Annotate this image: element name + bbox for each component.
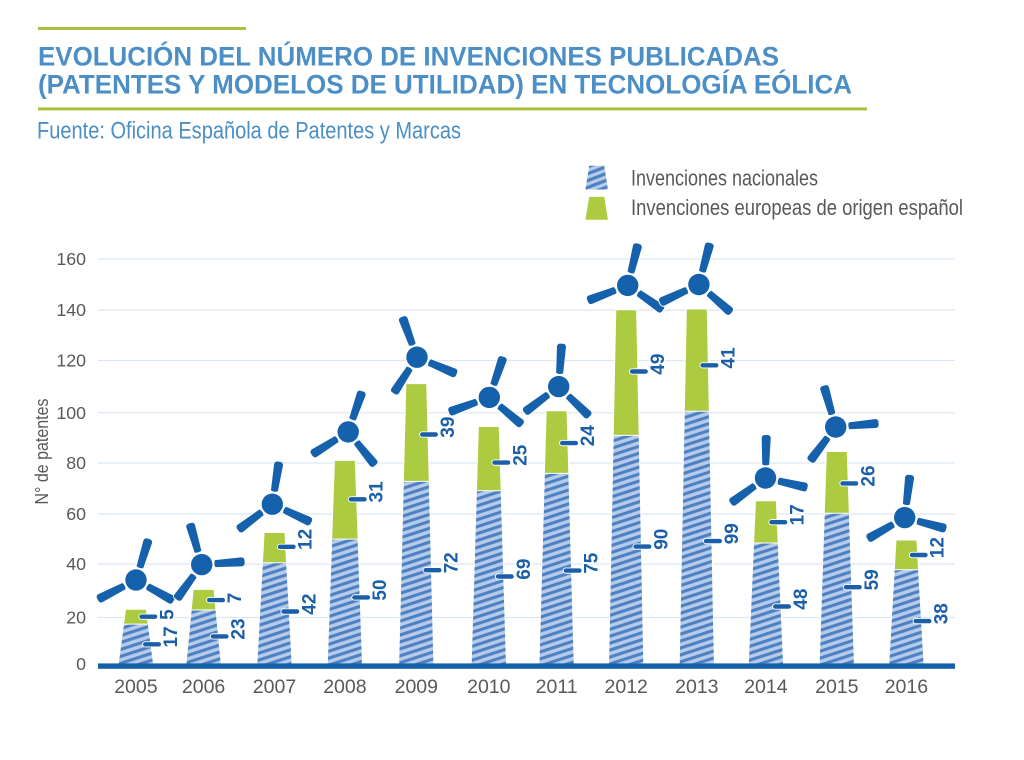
svg-text:20: 20 (66, 608, 86, 628)
svg-text:2015: 2015 (815, 676, 859, 698)
svg-text:99: 99 (722, 523, 743, 544)
svg-text:41: 41 (718, 347, 739, 369)
svg-text:2008: 2008 (323, 676, 366, 698)
svg-text:12: 12 (296, 529, 317, 550)
svg-text:EVOLUCIÓN DEL NÚMERO DE INVENC: EVOLUCIÓN DEL NÚMERO DE INVENCIONES PUBL… (38, 40, 779, 71)
svg-text:2007: 2007 (253, 676, 296, 698)
svg-text:160: 160 (56, 249, 86, 269)
svg-text:49: 49 (648, 354, 669, 375)
svg-text:2012: 2012 (605, 676, 648, 698)
svg-text:25: 25 (510, 444, 531, 466)
svg-text:42: 42 (299, 594, 320, 615)
svg-text:Fuente: Oficina Española de Pa: Fuente: Oficina Española de Patentes y M… (37, 117, 461, 144)
svg-text:2014: 2014 (744, 676, 788, 698)
svg-text:31: 31 (367, 481, 388, 503)
svg-text:Invenciones europeas de origen: Invenciones europeas de origen español (631, 195, 963, 220)
svg-text:140: 140 (56, 300, 86, 320)
svg-text:N° de patentes: N° de patentes (32, 399, 52, 505)
svg-text:2013: 2013 (675, 676, 718, 698)
svg-text:2006: 2006 (182, 676, 225, 698)
svg-text:39: 39 (438, 417, 459, 438)
svg-text:38: 38 (932, 603, 953, 624)
svg-text:17: 17 (787, 504, 808, 525)
svg-text:24: 24 (578, 425, 599, 447)
svg-text:26: 26 (858, 465, 879, 486)
svg-text:50: 50 (370, 579, 391, 600)
svg-text:17: 17 (161, 626, 182, 647)
svg-text:5: 5 (157, 609, 178, 620)
svg-text:0: 0 (76, 654, 86, 674)
svg-text:75: 75 (582, 552, 603, 574)
svg-text:23: 23 (229, 618, 250, 639)
svg-text:59: 59 (862, 569, 883, 590)
svg-text:69: 69 (514, 559, 535, 580)
svg-text:40: 40 (66, 554, 86, 574)
svg-text:120: 120 (56, 351, 86, 371)
svg-text:2016: 2016 (885, 676, 928, 698)
svg-text:72: 72 (442, 552, 463, 573)
svg-text:2011: 2011 (536, 676, 578, 698)
svg-text:80: 80 (66, 453, 86, 473)
svg-text:90: 90 (651, 529, 672, 550)
svg-text:60: 60 (66, 504, 86, 524)
svg-text:2009: 2009 (395, 676, 438, 698)
svg-text:48: 48 (791, 589, 812, 610)
svg-text:(PATENTES Y MODELOS DE UTILIDA: (PATENTES Y MODELOS DE UTILIDAD) EN TECN… (38, 68, 852, 99)
svg-text:12: 12 (928, 537, 949, 558)
svg-text:100: 100 (56, 403, 86, 423)
svg-text:7: 7 (225, 593, 246, 604)
svg-text:2005: 2005 (114, 676, 158, 698)
svg-text:Invenciones nacionales: Invenciones nacionales (631, 166, 818, 191)
svg-text:2010: 2010 (467, 676, 511, 698)
